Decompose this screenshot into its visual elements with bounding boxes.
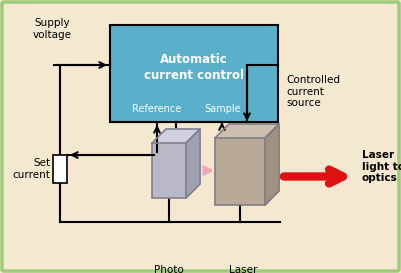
Bar bbox=[53, 155, 67, 183]
Bar bbox=[110, 25, 278, 122]
Text: Controlled
current
source: Controlled current source bbox=[286, 75, 340, 108]
Polygon shape bbox=[215, 124, 279, 138]
Text: Laser
light to
optics: Laser light to optics bbox=[362, 150, 401, 183]
Text: Reference: Reference bbox=[132, 104, 182, 114]
Polygon shape bbox=[152, 129, 200, 143]
FancyBboxPatch shape bbox=[2, 2, 399, 271]
Text: Sample: Sample bbox=[204, 104, 241, 114]
Text: Laser
diode: Laser diode bbox=[229, 265, 257, 273]
Text: Photo
diode: Photo diode bbox=[154, 265, 184, 273]
Bar bbox=[215, 138, 265, 205]
Text: Supply
voltage: Supply voltage bbox=[32, 18, 71, 40]
Polygon shape bbox=[265, 124, 279, 205]
Bar bbox=[152, 143, 186, 198]
Polygon shape bbox=[186, 129, 200, 198]
Text: Set
current: Set current bbox=[12, 158, 50, 180]
Text: Automatic
current control: Automatic current control bbox=[144, 53, 244, 82]
